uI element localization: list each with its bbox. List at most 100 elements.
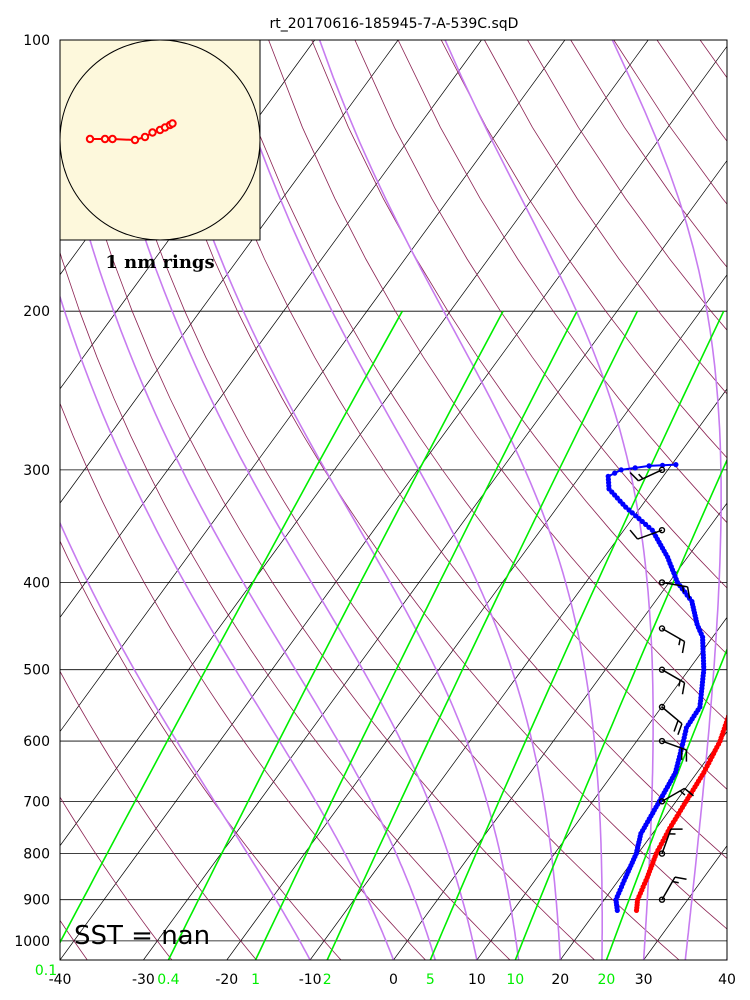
wind-barb-station (658, 526, 666, 534)
temperature-profile-point (730, 701, 735, 706)
wind-barb (629, 526, 666, 540)
moist-adiabat-line (444, 40, 654, 960)
isotherm-line (60, 40, 482, 618)
wind-barb-staff (661, 581, 688, 588)
dewpoint-profile-point (605, 473, 611, 479)
moist-adiabat-line (150, 40, 520, 960)
dry-adiabat-line (60, 251, 511, 960)
mixing-ratio-line (514, 458, 727, 960)
dry-adiabat-line (397, 40, 727, 524)
temperature-profile-point (740, 670, 745, 675)
wind-barb (658, 666, 686, 695)
isotherm-line (60, 45, 727, 960)
wind-barb-staff (661, 627, 685, 643)
temperature-profile-point (735, 686, 740, 691)
temperature-profile-point (741, 667, 746, 672)
isotherm-line (226, 274, 727, 960)
profile-layer (605, 462, 749, 914)
hodograph-point (130, 135, 140, 145)
mixing-ratio-line (167, 310, 504, 960)
temperature-profile-point (733, 692, 738, 697)
moist-adiabat-line (611, 40, 722, 960)
dewpoint-profile-point (632, 465, 638, 471)
dry-adiabat-line (95, 40, 680, 960)
wind-barb (658, 876, 687, 903)
wind-barb (629, 466, 666, 482)
mixing-ratio-tick-label: 0.1 (35, 963, 57, 979)
dewpoint-profile-point (673, 462, 679, 468)
dry-adiabat-line (181, 40, 727, 860)
temperature-profile-point (738, 676, 743, 681)
wind-barb-half-flag (638, 473, 644, 480)
temperature-tick-label: -20 (215, 972, 238, 988)
temperature-profile-point (736, 683, 741, 688)
temperature-profile-point (724, 716, 727, 722)
temperature-profile-point (731, 698, 736, 703)
temperature-profile-point (744, 661, 749, 666)
temperature-profile-point (739, 673, 744, 678)
dry-adiabat-line (527, 40, 727, 331)
moist-adiabat-line (726, 954, 727, 960)
isotherm-line (60, 40, 399, 504)
wind-barb-flag (677, 723, 683, 735)
pressure-tick-label: 500 (23, 663, 50, 679)
pressure-tick-label: 300 (23, 463, 50, 479)
dry-adiabat-line (225, 40, 727, 790)
temperature-profile-point (734, 689, 739, 694)
mixing-ratio-line (254, 310, 578, 960)
mixing-ratio-tick-label: 2 (323, 972, 332, 988)
wind-barb-station (658, 850, 666, 857)
isotherm-line (60, 40, 65, 47)
dry-adiabat-line (60, 70, 595, 960)
dewpoint-profile-point (633, 513, 639, 519)
pressure-tick-label: 900 (23, 893, 50, 909)
wind-barb-flag (684, 787, 694, 797)
dry-adiabat-line (60, 670, 257, 960)
wind-barb (658, 625, 686, 654)
chart-title: rt_20170616-185945-7-A-539C.sqD (270, 16, 519, 32)
wind-barb-station (658, 896, 666, 903)
hodograph-point (85, 134, 95, 144)
wind-barb-staff (661, 706, 683, 725)
mixing-ratio-tick-label: 20 (598, 972, 616, 988)
hodograph-label: 1 nm rings (105, 252, 214, 273)
wind-barb (658, 787, 694, 805)
temperature-tick-label: -30 (132, 972, 155, 988)
sst-label: SST = nan (74, 921, 210, 951)
wind-barb-staff (661, 876, 676, 901)
moist-adiabat-line (224, 40, 562, 960)
wind-barb-half-flag (681, 585, 685, 593)
hodograph-point (168, 119, 177, 128)
dewpoint-profile-point (618, 467, 624, 473)
mixing-ratio-line (326, 310, 639, 960)
temperature-tick-label: 10 (468, 972, 486, 988)
temperature-profile-point (732, 695, 737, 700)
isotherm-line (476, 616, 727, 960)
wind-barb-half-flag (672, 880, 679, 884)
wind-barb-station (658, 466, 666, 474)
mixing-ratio-tick-label: 5 (426, 972, 435, 988)
temperature-profile-point (726, 712, 727, 714)
wind-barb (658, 703, 683, 735)
mixing-ratio-line (429, 310, 725, 960)
pressure-tick-label: 100 (23, 33, 50, 49)
isotherm-line (560, 731, 727, 960)
moist-adiabat-line (318, 40, 604, 960)
plot-frame (59, 39, 728, 961)
isotherm-line (60, 40, 649, 847)
wind-barb-flag (673, 720, 679, 732)
dry-adiabat-line (440, 40, 727, 459)
wind-barb-station (658, 625, 666, 632)
temperature-tick-label: 40 (718, 972, 736, 988)
dry-adiabat-line (311, 40, 727, 655)
hodograph-point (100, 134, 110, 144)
dewpoint-profile-point (612, 470, 618, 476)
pressure-tick-label: 1000 (14, 934, 50, 950)
dry-adiabat-line (60, 796, 173, 960)
temperature-tick-label: 20 (551, 972, 569, 988)
mixing-ratio-tick-label: 0.4 (157, 972, 179, 988)
hodograph-point (148, 128, 157, 137)
wind-barb-station (658, 737, 666, 745)
dry-adiabat-line (268, 40, 727, 722)
